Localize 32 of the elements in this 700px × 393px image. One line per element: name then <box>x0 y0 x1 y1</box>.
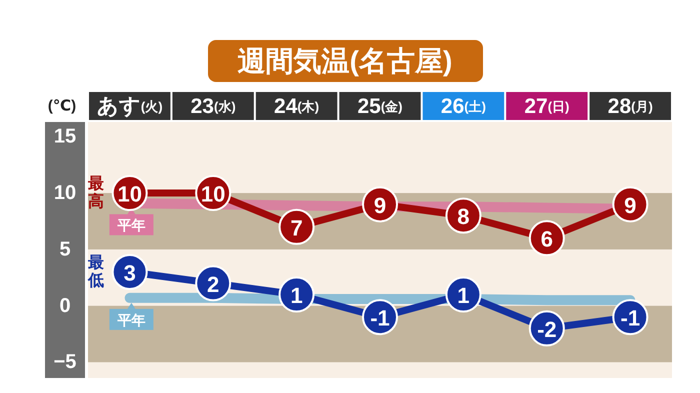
series-label: 最高 <box>87 176 104 211</box>
y-tick-label: −5 <box>54 351 76 374</box>
data-label: -1 <box>370 306 390 331</box>
x-tick-label: 27(日) <box>524 94 570 118</box>
legend-label: 平年 <box>116 217 146 234</box>
x-tick-label: 26(土) <box>440 94 486 118</box>
data-label: 2 <box>207 272 220 297</box>
chart-title: 週間気温(名古屋) <box>238 46 452 76</box>
x-tick-label: 28(月) <box>608 94 653 118</box>
x-tick-label: 23(水) <box>190 94 236 118</box>
y-axis-title: (℃) <box>48 98 76 114</box>
x-tick-label: 24(木) <box>274 94 320 118</box>
data-label: 7 <box>290 215 303 240</box>
data-label: 1 <box>457 283 470 308</box>
series-label: 最低 <box>87 254 104 290</box>
y-tick-label: 5 <box>59 238 71 260</box>
y-tick-label: 15 <box>54 126 76 148</box>
data-label: 9 <box>624 192 636 218</box>
data-label: 9 <box>374 192 386 218</box>
y-tick-label: 0 <box>59 294 71 317</box>
data-label: 10 <box>200 182 226 207</box>
data-label: 10 <box>117 182 142 207</box>
data-label: -2 <box>537 316 557 342</box>
data-label: 3 <box>124 260 136 286</box>
data-label: -1 <box>620 306 640 331</box>
data-label: 6 <box>540 226 553 252</box>
data-label: 8 <box>457 204 470 230</box>
y-tick-label: 10 <box>54 182 76 204</box>
x-tick-label: 25(金) <box>357 94 403 118</box>
legend-label: 平年 <box>116 312 146 328</box>
data-label: 1 <box>290 283 303 308</box>
x-tick-label: あす(火) <box>96 94 163 118</box>
